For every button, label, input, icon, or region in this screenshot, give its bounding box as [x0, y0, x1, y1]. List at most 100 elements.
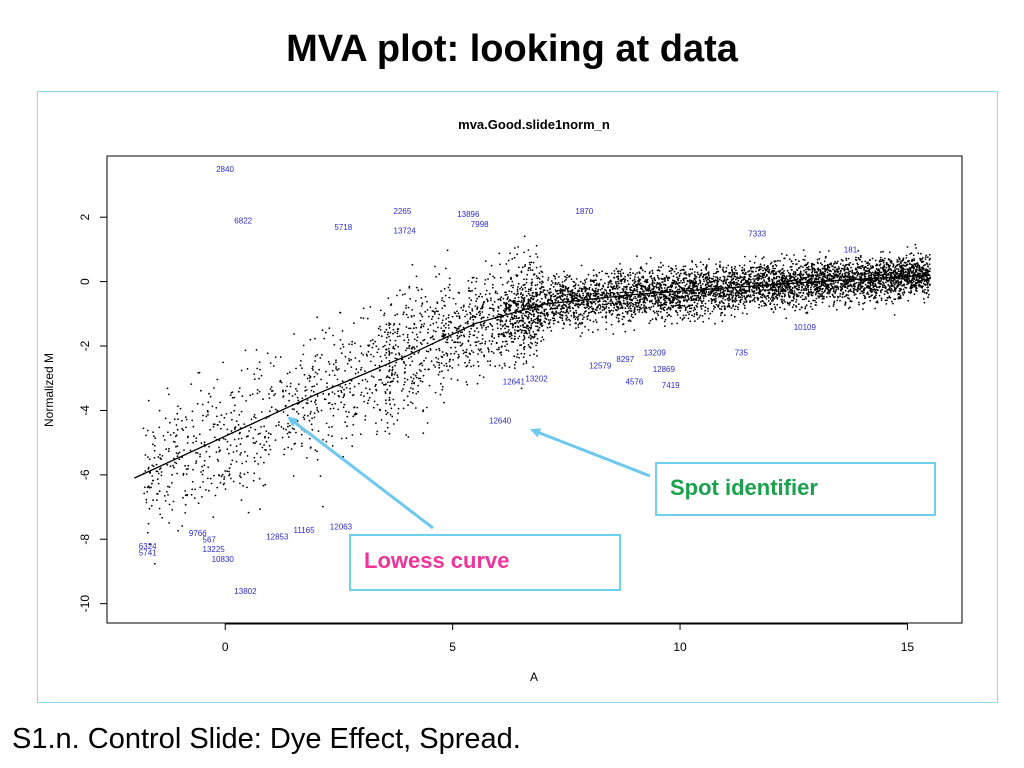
data-point: [169, 434, 172, 436]
data-point: [837, 270, 840, 273]
data-point: [557, 281, 560, 284]
data-point: [452, 359, 455, 361]
data-point: [317, 410, 320, 413]
data-point: [517, 282, 520, 285]
data-point: [730, 284, 733, 287]
data-point: [563, 289, 566, 292]
data-point: [903, 264, 906, 267]
data-point: [694, 292, 697, 294]
data-point: [504, 340, 507, 343]
data-point: [443, 287, 446, 290]
data-point: [737, 308, 739, 311]
data-point: [417, 384, 420, 387]
data-point: [676, 314, 679, 316]
data-point: [502, 309, 505, 312]
data-point: [672, 293, 675, 295]
data-point: [583, 279, 586, 282]
data-point: [606, 292, 608, 294]
data-point: [657, 305, 659, 307]
data-point: [900, 266, 903, 268]
data-point: [519, 287, 521, 290]
data-point: [660, 301, 662, 304]
data-point: [660, 266, 663, 269]
data-point: [486, 298, 488, 301]
data-point: [333, 393, 336, 395]
data-point: [757, 299, 759, 301]
data-point: [207, 401, 210, 404]
data-point: [207, 414, 209, 416]
data-point: [626, 285, 629, 288]
data-point: [585, 294, 588, 297]
data-point: [547, 322, 550, 325]
data-point: [403, 339, 406, 342]
data-point: [569, 323, 571, 326]
data-point: [458, 326, 460, 328]
data-point: [744, 276, 746, 279]
data-point: [264, 483, 267, 486]
data-point: [177, 452, 180, 455]
data-point: [499, 298, 502, 300]
data-point: [386, 411, 389, 414]
data-point: [238, 414, 241, 416]
data-point: [369, 360, 372, 363]
data-point: [809, 268, 811, 271]
data-point: [475, 313, 478, 316]
data-point: [150, 486, 152, 489]
data-point: [817, 295, 819, 298]
data-point: [896, 284, 899, 287]
data-point: [649, 271, 651, 273]
data-point: [458, 315, 461, 317]
data-point: [821, 290, 823, 293]
data-point: [809, 305, 812, 308]
data-point: [544, 297, 547, 299]
data-point: [775, 288, 778, 291]
data-point: [885, 261, 888, 264]
data-point: [177, 529, 180, 532]
data-point: [594, 290, 597, 292]
data-point: [513, 329, 516, 331]
data-point: [224, 438, 227, 441]
data-point: [603, 308, 606, 311]
data-point: [529, 299, 532, 301]
data-point: [878, 294, 881, 297]
data-point: [789, 272, 792, 275]
data-point: [462, 309, 464, 311]
data-point: [391, 373, 393, 376]
data-point: [393, 403, 396, 406]
data-point: [449, 320, 452, 323]
data-point: [801, 286, 803, 289]
data-point: [565, 304, 567, 307]
data-point: [612, 309, 615, 312]
data-point: [525, 304, 527, 306]
data-point: [484, 293, 487, 296]
y-tick-label: -6: [78, 469, 92, 480]
data-point: [528, 332, 531, 334]
data-point: [522, 326, 525, 329]
data-point: [265, 449, 267, 451]
data-point: [711, 283, 713, 286]
data-point: [470, 365, 472, 368]
data-point: [402, 407, 405, 410]
data-point: [520, 331, 523, 334]
data-point: [675, 267, 678, 270]
data-point: [693, 315, 695, 318]
data-point: [698, 276, 701, 279]
data-point: [349, 387, 351, 390]
data-point: [915, 247, 917, 249]
data-point: [682, 279, 685, 282]
data-point: [651, 288, 654, 291]
data-point: [223, 478, 226, 480]
data-point: [532, 336, 535, 339]
data-point: [490, 264, 493, 267]
data-point: [753, 261, 756, 264]
data-point: [482, 376, 485, 379]
data-point: [867, 272, 870, 275]
data-point: [668, 270, 671, 272]
data-point: [927, 289, 929, 292]
data-point: [238, 387, 241, 389]
data-point: [548, 321, 551, 324]
data-point: [701, 283, 704, 285]
data-point: [272, 365, 275, 367]
data-point: [902, 288, 905, 291]
data-point: [422, 432, 425, 435]
